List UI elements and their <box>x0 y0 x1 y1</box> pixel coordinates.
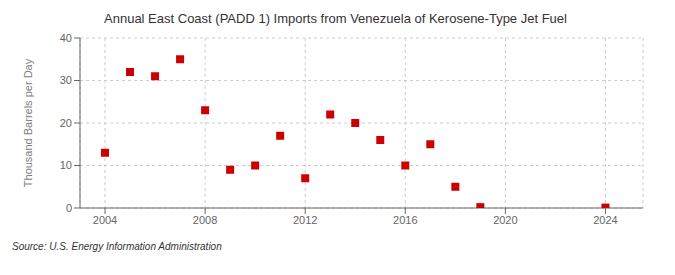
svg-text:2020: 2020 <box>493 214 517 226</box>
svg-text:2004: 2004 <box>93 214 117 226</box>
svg-text:0: 0 <box>66 202 72 214</box>
svg-text:2012: 2012 <box>293 214 317 226</box>
svg-text:2008: 2008 <box>193 214 217 226</box>
svg-text:2024: 2024 <box>593 214 617 226</box>
svg-text:10: 10 <box>60 159 72 171</box>
html-text:Source: U.S. Energy Informatio: Source: U.S. Energy Information Administ… <box>12 241 222 252</box>
svg-text:40: 40 <box>60 32 72 44</box>
svg-text:Thousand Barrels per Day: Thousand Barrels per Day <box>22 58 34 187</box>
svg-text:20: 20 <box>60 117 72 129</box>
html-text:Annual East Coast (PADD 1) Imp: Annual East Coast (PADD 1) Imports from … <box>104 11 567 26</box>
svg-text:30: 30 <box>60 74 72 86</box>
svg-text:2016: 2016 <box>393 214 417 226</box>
